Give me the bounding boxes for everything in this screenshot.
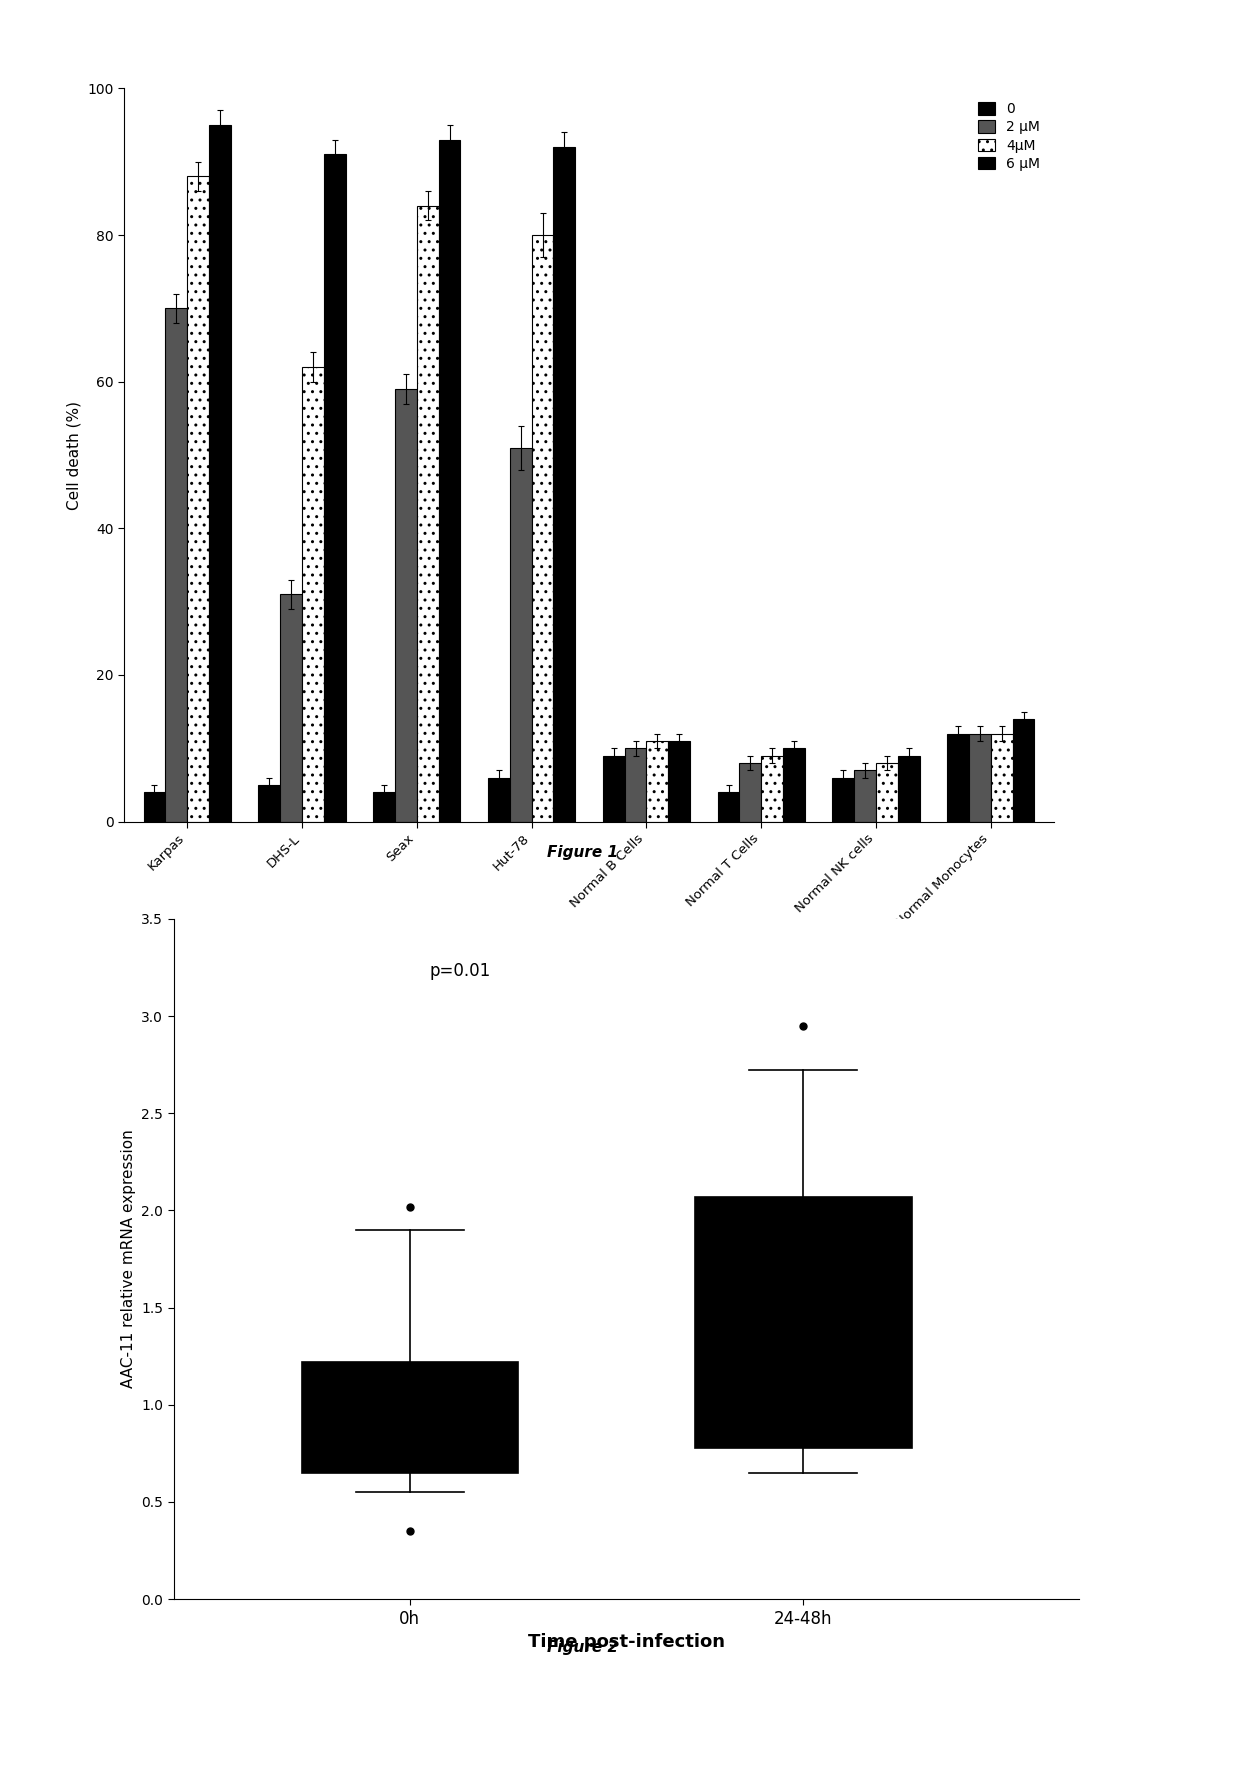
Bar — [947, 733, 968, 822]
Bar — [761, 756, 782, 822]
Bar — [165, 309, 187, 822]
Bar — [324, 154, 346, 822]
Text: Figure 2: Figure 2 — [547, 1640, 619, 1654]
PathPatch shape — [696, 1196, 911, 1447]
Bar — [280, 594, 303, 822]
Bar — [144, 792, 165, 822]
Bar — [396, 389, 417, 822]
Bar — [1013, 719, 1034, 822]
Bar — [510, 447, 532, 822]
Bar — [553, 147, 575, 822]
Bar — [646, 740, 668, 822]
Text: p=0.01: p=0.01 — [429, 961, 491, 979]
Bar — [668, 740, 689, 822]
X-axis label: Time post-infection: Time post-infection — [528, 1633, 724, 1650]
Bar — [968, 733, 991, 822]
Bar — [439, 140, 460, 822]
Bar — [898, 756, 920, 822]
Bar — [782, 749, 805, 822]
Bar — [417, 205, 439, 822]
Bar — [303, 368, 324, 822]
Bar — [603, 756, 625, 822]
Bar — [718, 792, 739, 822]
Bar — [489, 777, 510, 822]
Y-axis label: AAC-11 relative mRNA expression: AAC-11 relative mRNA expression — [120, 1129, 135, 1389]
PathPatch shape — [301, 1362, 518, 1474]
Y-axis label: Cell death (%): Cell death (%) — [67, 401, 82, 509]
Bar — [875, 763, 898, 822]
Bar — [187, 177, 210, 822]
Bar — [832, 777, 854, 822]
Text: Figure 1: Figure 1 — [547, 845, 619, 859]
Bar — [373, 792, 396, 822]
Bar — [991, 733, 1013, 822]
Bar — [258, 785, 280, 822]
Bar — [739, 763, 761, 822]
Bar — [532, 235, 553, 822]
Bar — [625, 749, 646, 822]
Bar — [210, 125, 231, 822]
Legend: 0, 2 μM, 4μM, 6 μM: 0, 2 μM, 4μM, 6 μM — [971, 95, 1047, 178]
Bar — [854, 770, 875, 822]
